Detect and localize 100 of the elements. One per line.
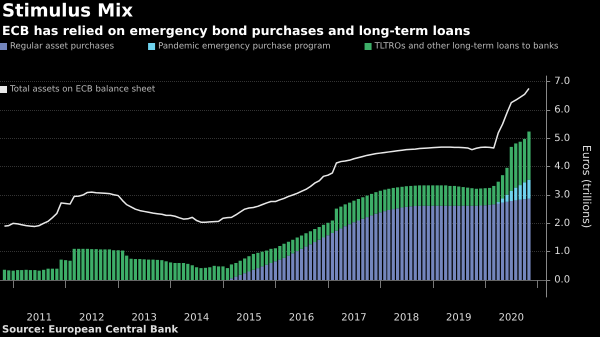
bar [194,267,198,280]
bar [522,199,526,280]
bar [300,248,304,280]
x-tick-label: 2020 [498,312,524,324]
bar [470,206,474,280]
bar [474,188,478,206]
bar [234,263,238,277]
bar [38,270,41,280]
source-note: Source: European Central Bank [2,324,178,336]
bar [28,270,32,280]
bar [269,248,273,263]
bar [374,214,378,280]
legend-label: Regular asset purchases [10,42,115,52]
bar [300,236,304,249]
bar [422,206,426,280]
bar [383,190,386,212]
bar [60,260,63,280]
x-tick-label: 2017 [341,312,367,324]
y-tick-label: 6.0 [554,104,570,116]
bar [269,263,273,280]
x-tick-label: 2016 [288,312,314,324]
bar [308,244,312,280]
bar [400,186,404,208]
bar [103,249,107,280]
bar [252,254,256,270]
bar [474,206,478,280]
bar [527,198,531,280]
bar [500,202,504,280]
x-tick-label: 2019 [446,312,472,324]
x-tick-label: 2014 [184,312,210,324]
legend-label: TLTROs and other long-term loans to banks [374,42,560,52]
bar [374,192,378,214]
bar [334,208,338,231]
bar [142,259,146,280]
bar [252,270,256,280]
bar [448,206,452,280]
bar [527,132,531,180]
chart-title: Stimulus Mix [2,0,134,22]
bar [247,256,251,272]
bar [129,258,133,280]
bar [108,249,112,280]
bar [177,263,181,280]
bar [396,187,400,208]
y-tick-label: 3.0 [554,190,570,200]
bar [278,260,282,280]
bar [304,246,308,280]
bar [522,182,526,200]
bar [2,270,6,280]
y-axis-title: Euros (trillions) [580,144,593,228]
bar [304,233,308,247]
bar [322,224,326,238]
bar [330,232,334,280]
legend-label: Pandemic emergency purchase program [158,42,331,52]
bar [352,222,356,280]
x-tick-label: 2011 [26,312,52,324]
bar [344,226,347,280]
bar [505,202,509,280]
bar [151,260,155,280]
bar [234,276,238,280]
bar [452,206,456,280]
bar [308,231,312,244]
y-tick-label: 7.0 [554,76,570,88]
bar [452,186,456,206]
bar [221,266,225,280]
bar [326,222,330,236]
bar [326,235,330,280]
bar [81,248,85,280]
bar [352,200,356,222]
bar [322,238,326,280]
bar [361,218,364,280]
chart-subtitle: ECB has relied on emergency bond purchases and long-term loans [2,23,470,38]
x-tick-label: 2015 [236,312,262,324]
bar [505,194,509,202]
bar [422,185,426,206]
bar [527,180,531,199]
bar [160,260,164,280]
x-tick-label: 2018 [394,312,420,324]
bar [173,263,177,280]
bar [286,242,290,256]
bar [247,272,251,280]
y-tick-label: 4.0 [554,161,570,172]
bar [400,207,404,280]
bar [199,268,203,280]
bar [282,258,286,280]
y-tick-label: 1.0 [554,246,570,258]
bar [86,248,90,280]
legend-label: Total assets on ECB balance sheet [9,84,156,94]
bar [470,188,474,206]
bar [282,244,286,258]
y-tick-label: 0.0 [554,274,570,286]
bar [20,270,24,280]
bar [418,185,422,206]
y-tick-label: 2.0 [554,218,570,229]
bar [286,256,290,280]
x-tick-label: 2012 [79,312,104,324]
bar [260,252,264,266]
bar [216,266,220,280]
bar [361,197,364,219]
x-tick-label: 2013 [131,312,157,324]
bar [396,208,400,280]
